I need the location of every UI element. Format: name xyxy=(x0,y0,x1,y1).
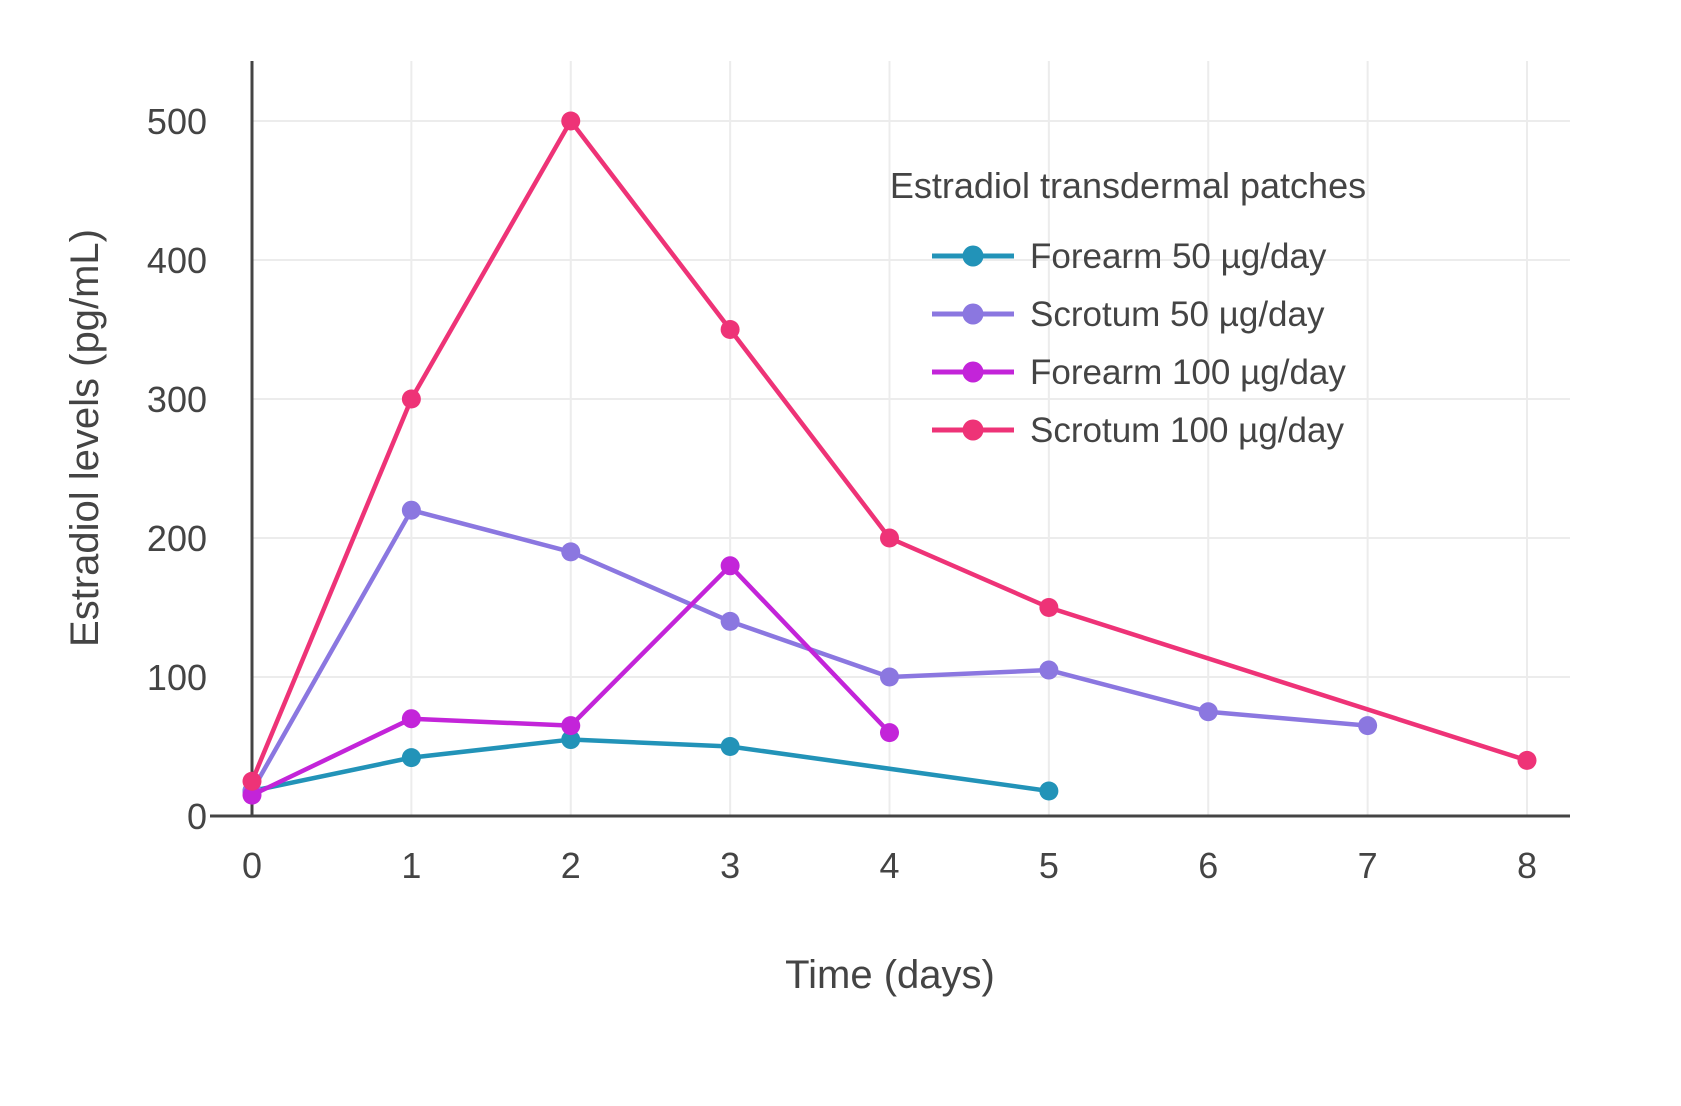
chart-canvas: 0 1 2 3 4 5 6 7 8 0 100 200 300 400 500 Estradiol tran… xyxy=(63,61,1570,997)
legend-label: Forearm 100 µg/day xyxy=(1030,353,1346,392)
x-tick-label: 8 xyxy=(1517,845,1537,886)
legend-marker xyxy=(962,419,984,441)
data-point xyxy=(1198,702,1218,722)
axes: 0 1 2 3 4 5 6 7 8 0 100 200 300 400 500 xyxy=(147,61,1570,886)
estradiol-levels-line-chart: 0 1 2 3 4 5 6 7 8 0 100 200 300 400 500 Estradiol tran… xyxy=(40,16,1681,1106)
data-point xyxy=(401,500,421,520)
data-point xyxy=(880,667,899,687)
data-point xyxy=(242,771,262,791)
y-tick-label: 500 xyxy=(147,101,207,142)
x-tick-label: 6 xyxy=(1198,845,1218,886)
y-axis-title: Estradiol levels (pg/mL) xyxy=(63,229,107,647)
data-point xyxy=(720,737,740,756)
legend-label: Scrotum 100 µg/day xyxy=(1030,411,1344,450)
data-point xyxy=(1358,716,1378,736)
data-point xyxy=(720,556,740,576)
data-point xyxy=(720,320,740,339)
legend-marker xyxy=(962,361,984,383)
data-point xyxy=(880,723,899,743)
data-point xyxy=(1517,750,1537,770)
series-forearm-100-g-day xyxy=(242,556,899,805)
legend-item[interactable]: Scrotum 100 µg/day xyxy=(932,411,1344,450)
data-point xyxy=(561,716,581,736)
legend-marker xyxy=(962,245,984,267)
data-point xyxy=(1039,598,1059,617)
data-point xyxy=(1039,660,1059,680)
series-line xyxy=(249,737,1052,794)
y-tick-label: 100 xyxy=(147,657,207,698)
y-tick-label: 0 xyxy=(187,796,207,837)
y-tick-label: 400 xyxy=(147,240,207,281)
data-point xyxy=(720,611,740,631)
x-tick-label: 5 xyxy=(1039,845,1059,886)
x-tick-label: 7 xyxy=(1358,845,1378,886)
data-point xyxy=(880,528,899,548)
legend-label: Scrotum 50 µg/day xyxy=(1030,295,1325,334)
legend-marker xyxy=(962,303,984,325)
x-axis-title: Time (days) xyxy=(785,953,995,997)
legend-title: Estradiol transdermal patches xyxy=(890,165,1366,206)
data-point xyxy=(401,389,421,409)
x-tick-label: 4 xyxy=(879,845,899,886)
legend-label: Forearm 50 µg/day xyxy=(1030,237,1327,276)
legend-item[interactable]: Forearm 100 µg/day xyxy=(932,353,1346,392)
data-point xyxy=(401,709,421,729)
y-tick-label: 300 xyxy=(147,379,207,420)
data-point xyxy=(1039,781,1059,801)
data-point xyxy=(401,748,421,768)
series-lines xyxy=(242,111,1537,805)
x-tick-label: 3 xyxy=(720,845,740,886)
data-point xyxy=(561,111,581,131)
series-forearm-50-g-day xyxy=(242,730,1059,801)
x-tick-label: 1 xyxy=(401,845,421,886)
legend-item[interactable]: Forearm 50 µg/day xyxy=(932,237,1327,276)
data-point xyxy=(561,730,581,750)
legend: Estradiol transdermal patches Forearm 50 … xyxy=(890,165,1366,450)
y-tick-label: 200 xyxy=(147,518,207,559)
x-tick-label: 2 xyxy=(561,845,581,886)
data-point xyxy=(242,785,262,805)
data-point xyxy=(561,542,581,562)
series-scrotum-100-g-day xyxy=(242,111,1537,791)
legend-item[interactable]: Scrotum 50 µg/day xyxy=(932,295,1325,334)
x-tick-label: 0 xyxy=(242,845,262,886)
